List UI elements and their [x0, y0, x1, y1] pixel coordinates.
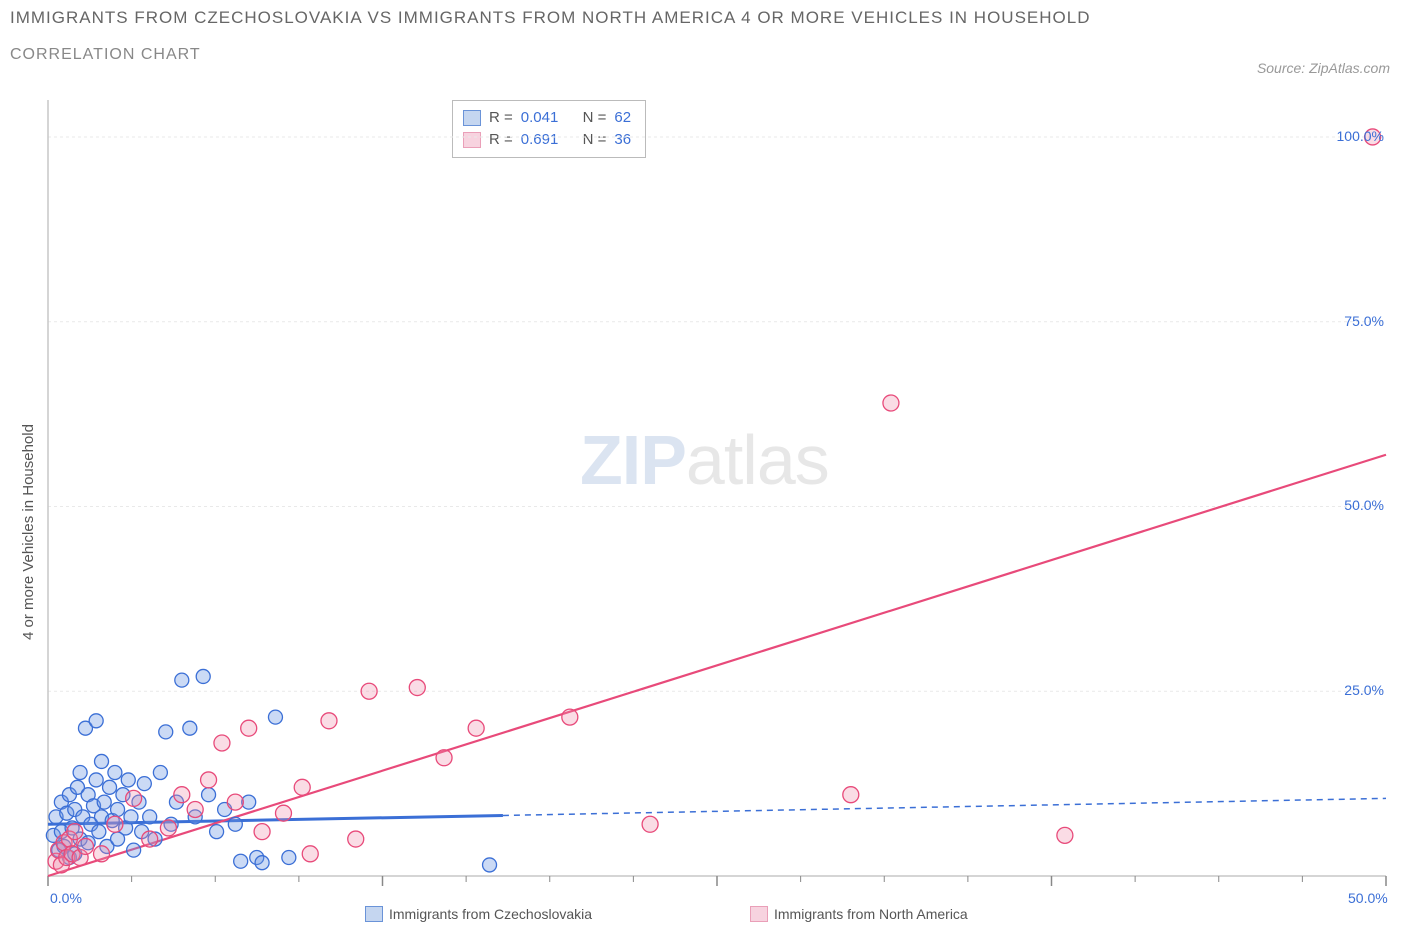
scatter-point-north_america [142, 831, 158, 847]
scatter-point-czechoslovakia [137, 777, 151, 791]
scatter-point-north_america [94, 846, 110, 862]
regression-line-north_america [48, 455, 1386, 876]
scatter-point-north_america [77, 838, 93, 854]
scatter-point-north_america [214, 735, 230, 751]
scatter-point-czechoslovakia [103, 780, 117, 794]
scatter-point-czechoslovakia [196, 669, 210, 683]
bottom-legend-item-0: Immigrants from Czechoslovakia [365, 906, 592, 922]
scatter-point-north_america [348, 831, 364, 847]
scatter-point-north_america [642, 816, 658, 832]
y-tick-label: 100.0% [1324, 128, 1384, 144]
scatter-point-north_america [241, 720, 257, 736]
y-tick-label: 25.0% [1324, 682, 1384, 698]
bottom-legend-item-1: Immigrants from North America [750, 906, 968, 922]
scatter-point-north_america [562, 709, 578, 725]
scatter-point-north_america [254, 824, 270, 840]
scatter-point-czechoslovakia [153, 766, 167, 780]
scatter-point-north_america [227, 794, 243, 810]
scatter-point-czechoslovakia [175, 673, 189, 687]
scatter-point-czechoslovakia [92, 825, 106, 839]
scatter-point-north_america [275, 805, 291, 821]
y-tick-label: 75.0% [1324, 313, 1384, 329]
scatter-point-north_america [361, 683, 377, 699]
scatter-point-north_america [436, 750, 452, 766]
swatch-bottom-0 [365, 906, 383, 922]
scatter-point-czechoslovakia [228, 817, 242, 831]
scatter-point-north_america [126, 790, 142, 806]
scatter-point-north_america [409, 680, 425, 696]
regression-line-dash-czechoslovakia [503, 798, 1386, 815]
scatter-point-czechoslovakia [159, 725, 173, 739]
scatter-point-north_america [1057, 827, 1073, 843]
scatter-point-czechoslovakia [108, 766, 122, 780]
scatter-point-czechoslovakia [124, 810, 138, 824]
scatter-point-czechoslovakia [268, 710, 282, 724]
scatter-point-czechoslovakia [89, 773, 103, 787]
scatter-point-czechoslovakia [95, 754, 109, 768]
scatter-point-north_america [321, 713, 337, 729]
scatter-point-north_america [107, 816, 123, 832]
scatter-point-north_america [883, 395, 899, 411]
scatter-point-czechoslovakia [97, 795, 111, 809]
scatter-point-czechoslovakia [234, 854, 248, 868]
scatter-point-north_america [187, 801, 203, 817]
scatter-point-czechoslovakia [121, 773, 135, 787]
x-tick-label: 0.0% [50, 890, 82, 906]
scatter-point-czechoslovakia [127, 843, 141, 857]
scatter-point-czechoslovakia [89, 714, 103, 728]
scatter-point-north_america [468, 720, 484, 736]
scatter-point-czechoslovakia [282, 851, 296, 865]
swatch-bottom-1 [750, 906, 768, 922]
scatter-point-north_america [294, 779, 310, 795]
scatter-point-czechoslovakia [111, 802, 125, 816]
scatter-point-czechoslovakia [143, 810, 157, 824]
scatter-point-czechoslovakia [73, 766, 87, 780]
scatter-point-north_america [302, 846, 318, 862]
y-tick-label: 50.0% [1324, 497, 1384, 513]
scatter-point-czechoslovakia [202, 788, 216, 802]
scatter-point-north_america [843, 787, 859, 803]
scatter-point-north_america [160, 820, 176, 836]
correlation-scatter-chart [0, 0, 1406, 930]
scatter-point-north_america [174, 787, 190, 803]
scatter-point-czechoslovakia [183, 721, 197, 735]
x-tick-label: 50.0% [1348, 890, 1388, 906]
scatter-point-czechoslovakia [210, 825, 224, 839]
scatter-point-czechoslovakia [255, 856, 269, 870]
scatter-point-czechoslovakia [483, 858, 497, 872]
scatter-point-north_america [201, 772, 217, 788]
scatter-point-north_america [67, 824, 83, 840]
